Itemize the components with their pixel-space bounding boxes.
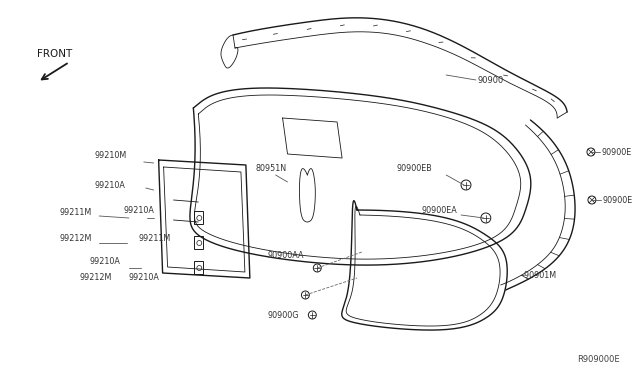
Bar	[195, 211, 204, 224]
Text: –90901M: –90901M	[520, 270, 557, 279]
Text: 99211M: 99211M	[60, 208, 92, 217]
Text: 90900: 90900	[478, 76, 504, 84]
Text: 90900AA: 90900AA	[268, 250, 304, 260]
Text: 99210M: 99210M	[94, 151, 127, 160]
Bar	[195, 236, 204, 249]
Text: 90900G: 90900G	[268, 311, 300, 320]
Text: 99212M: 99212M	[60, 234, 92, 243]
Text: 99210A: 99210A	[124, 205, 155, 215]
Text: 99210A: 99210A	[129, 273, 160, 282]
Text: FRONT: FRONT	[37, 49, 72, 59]
Text: 90900EB: 90900EB	[397, 164, 433, 173]
Text: 99212M: 99212M	[79, 273, 112, 282]
Text: 90900E: 90900E	[602, 148, 632, 157]
Text: 90900E: 90900E	[603, 196, 633, 205]
Text: 90900EA: 90900EA	[421, 205, 457, 215]
Text: 99211M: 99211M	[139, 234, 171, 243]
Text: 99210A: 99210A	[89, 257, 120, 266]
Text: R909000E: R909000E	[577, 356, 620, 365]
Bar	[195, 261, 204, 274]
Text: 99210A: 99210A	[94, 180, 125, 189]
Text: 80951N: 80951N	[256, 164, 287, 173]
